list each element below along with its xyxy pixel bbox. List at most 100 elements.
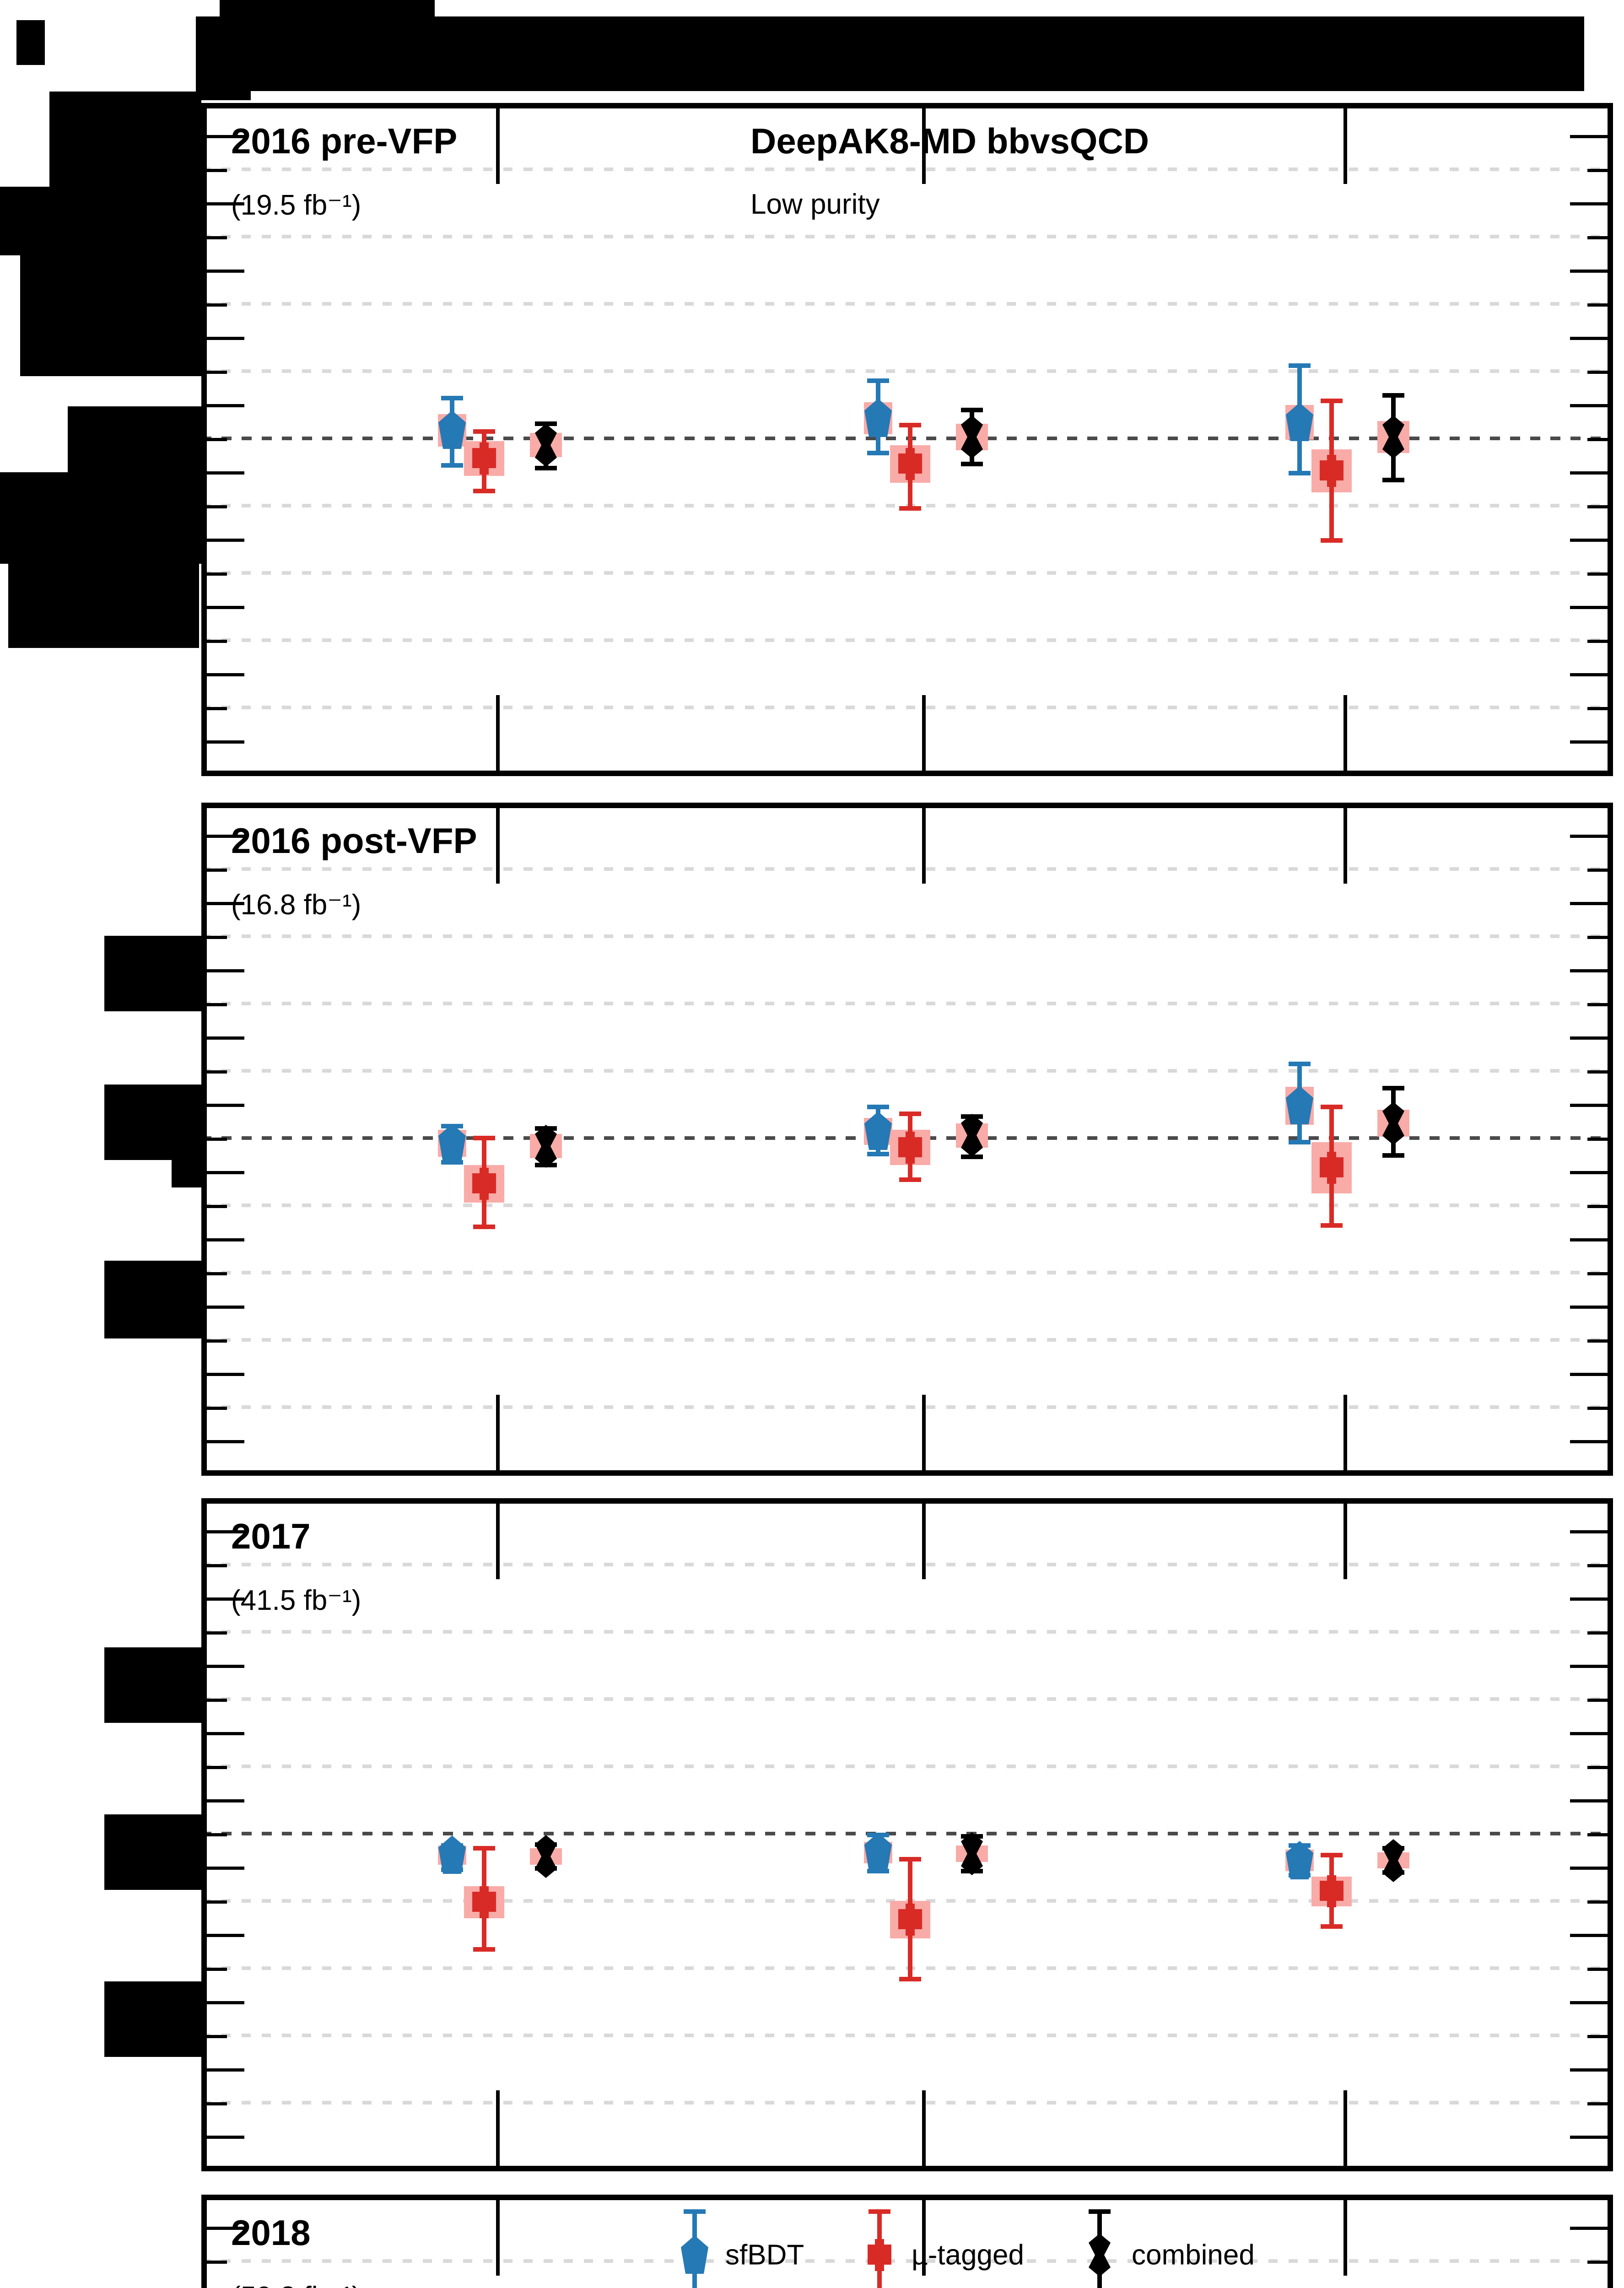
y-tick-right — [1570, 1597, 1608, 1601]
errorbar-combined-bin3-cap-bottom — [1382, 478, 1404, 483]
marker-sfbdt-bin1-icon — [438, 1835, 466, 1874]
gridline — [201, 2101, 1613, 2105]
errorbar-combined-bin1-cap-bottom — [535, 465, 557, 470]
marker-combined-bin3-icon — [1382, 1839, 1404, 1882]
y-tick-right — [1570, 202, 1608, 205]
y-tick-right — [1570, 1036, 1608, 1040]
y-tick-left — [207, 740, 244, 744]
y-tick-right — [1570, 902, 1608, 905]
errorbar-mu_tagged-bin2-cap-bottom — [899, 1177, 921, 1182]
redaction-box-4 — [16, 20, 45, 65]
redaction-box-14 — [104, 1261, 201, 1338]
marker-sfbdt-bin2-icon — [864, 1833, 892, 1872]
y-tick-left — [207, 1272, 227, 1275]
marker-mu_tagged-bin2-icon — [898, 448, 922, 480]
y-tick-left — [207, 370, 227, 374]
gridline — [201, 706, 1613, 709]
legend-errorbar-sfbdt-cap-top — [684, 2209, 706, 2214]
y-tick-left — [207, 1204, 227, 1208]
y-tick-left — [207, 1137, 227, 1141]
gridline — [201, 235, 1613, 238]
errorbar-sfbdt-bin2-cap-bottom — [867, 1152, 889, 1157]
errorbar-mu_tagged-bin3-cap-bottom — [1321, 1223, 1343, 1228]
x-tick-top — [922, 808, 926, 884]
y-tick-left — [207, 1597, 244, 1601]
marker-sfbdt-bin2-icon — [864, 1112, 892, 1150]
errorbar-sfbdt-bin3-cap-top — [1289, 1062, 1311, 1067]
y-tick-right — [1587, 1204, 1608, 1208]
figure-subtitle: Low purity — [750, 189, 880, 220]
redaction-box-3 — [196, 91, 251, 100]
y-tick-right — [1587, 236, 1608, 239]
y-tick-left — [207, 1665, 244, 1668]
x-tick-bottom — [922, 1395, 926, 1470]
panel-lumi-2016postVFP: (16.8 fb⁻¹) — [231, 889, 361, 921]
y-tick-left — [207, 1765, 227, 1769]
y-tick-right — [1570, 1373, 1608, 1376]
errorbar-mu_tagged-bin2-cap-top — [899, 422, 921, 427]
y-tick-left — [207, 1440, 244, 1443]
marker-mu_tagged-bin2-icon — [898, 1131, 922, 1164]
marker-sfbdt-bin2-icon — [864, 398, 892, 437]
redaction-box-16 — [104, 1814, 201, 1890]
gridline — [201, 571, 1613, 575]
errorbar-mu_tagged-bin3-cap-bottom — [1321, 1924, 1343, 1929]
y-tick-left — [207, 1003, 227, 1006]
y-tick-left — [207, 2034, 227, 2038]
y-tick-right — [1587, 1833, 1608, 1836]
gridline — [201, 2259, 1613, 2263]
marker-combined-bin1-icon — [535, 423, 557, 467]
y-tick-right — [1587, 1406, 1608, 1410]
x-tick-top — [922, 108, 926, 184]
y-tick-left — [207, 168, 227, 172]
y-tick-left — [207, 1631, 227, 1635]
errorbar-sfbdt-bin1-cap-bottom — [441, 463, 463, 468]
y-tick-right — [1587, 370, 1608, 374]
redaction-box-11 — [104, 936, 201, 1011]
gridline — [201, 2034, 1613, 2037]
y-tick-left — [207, 135, 244, 138]
y-tick-left — [207, 1171, 244, 1174]
y-tick-left — [207, 902, 244, 905]
y-tick-right — [1587, 868, 1608, 872]
gridline — [201, 1405, 1613, 1409]
panel-label-2017: 2017 — [231, 1516, 311, 1556]
marker-mu_tagged-bin2-icon — [898, 1904, 922, 1936]
gridline — [201, 638, 1613, 642]
y-tick-left — [207, 835, 244, 838]
x-tick-top — [1343, 2200, 1347, 2276]
gridline — [201, 934, 1613, 938]
gridline — [201, 1966, 1613, 1970]
y-tick-left — [207, 404, 244, 407]
legend-label-sfbdt: sfBDT — [725, 2239, 804, 2271]
marker-mu_tagged-bin3-icon — [1320, 454, 1343, 487]
marker-sfbdt-bin1-icon — [438, 1123, 466, 1162]
y-tick-left — [207, 1339, 227, 1343]
legend-marker-sfbdt-icon — [681, 2235, 708, 2274]
y-tick-right — [1587, 303, 1608, 307]
errorbar-mu_tagged-bin2-cap-top — [899, 1856, 921, 1862]
x-tick-bottom — [496, 2090, 500, 2166]
y-tick-right — [1587, 1003, 1608, 1006]
y-tick-right — [1570, 471, 1608, 475]
x-tick-bottom — [922, 2090, 926, 2166]
y-tick-right — [1570, 270, 1608, 273]
y-tick-left — [207, 2068, 244, 2072]
gridline — [201, 504, 1613, 507]
y-tick-left — [207, 1833, 227, 1836]
gridline — [201, 1338, 1613, 1342]
x-tick-top — [496, 2200, 500, 2276]
y-tick-right — [1587, 935, 1608, 939]
redaction-box-1 — [220, 0, 435, 18]
y-tick-left — [207, 2102, 227, 2105]
gridline — [201, 1563, 1613, 1566]
x-tick-top — [922, 2200, 926, 2276]
y-tick-left — [207, 1373, 244, 1376]
gridline — [201, 302, 1613, 306]
redaction-box-5 — [49, 92, 201, 189]
marker-mu_tagged-bin1-icon — [472, 1886, 496, 1918]
y-tick-right — [1587, 572, 1608, 576]
legend-marker-combined-icon — [1089, 2234, 1111, 2277]
y-tick-right — [1570, 1530, 1608, 1533]
